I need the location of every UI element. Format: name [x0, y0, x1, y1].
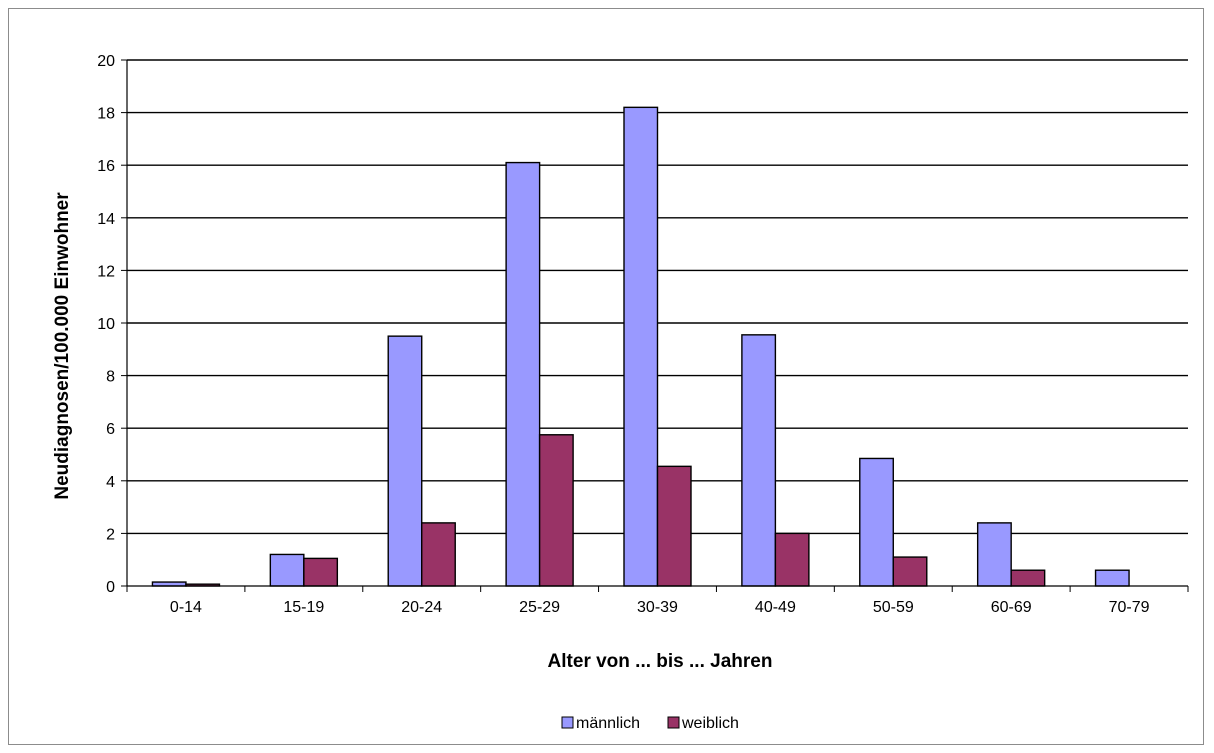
bar-weiblich-25-29 — [538, 434, 574, 587]
x-tick-label: 50-59 — [873, 599, 914, 616]
x-axis-title: Alter von ... bis ... Jahren — [548, 651, 773, 672]
bar-maennlich-70-79 — [1094, 569, 1130, 587]
bar-weiblich-15-19 — [303, 557, 339, 587]
legend-label: männlich — [576, 715, 640, 732]
y-tick-label: 10 — [97, 316, 115, 333]
y-axis-title: Neudiagnosen/100.000 Einwohner — [52, 192, 73, 500]
x-tick-label: 40-49 — [755, 599, 796, 616]
y-tick-label: 16 — [97, 158, 115, 175]
y-tick-label: 2 — [106, 526, 115, 543]
y-tick-label: 12 — [97, 263, 115, 280]
x-tick-label: 70-79 — [1109, 599, 1150, 616]
legend: männlich weiblich — [561, 715, 739, 732]
x-tick-label: 0-14 — [170, 599, 202, 616]
legend-label: weiblich — [681, 715, 739, 732]
bar-weiblich-40-49 — [774, 532, 810, 587]
bar-maennlich-20-24 — [387, 335, 423, 587]
x-tick-label: 60-69 — [991, 599, 1032, 616]
y-tick-label: 18 — [97, 106, 115, 123]
chart-frame — [8, 8, 1204, 745]
x-tick-label: 15-19 — [283, 599, 324, 616]
bar-weiblich-30-39 — [656, 465, 692, 587]
bar-maennlich-50-59 — [859, 457, 894, 587]
x-tick-label: 30-39 — [637, 599, 678, 616]
axes — [121, 59, 1189, 592]
bar-maennlich-30-39 — [623, 106, 659, 587]
y-tick-label: 6 — [106, 421, 115, 438]
y-tick-label: 4 — [106, 474, 115, 491]
bar-weiblich-20-24 — [421, 522, 456, 587]
y-tick-label: 14 — [97, 211, 115, 228]
x-tick-label: 20-24 — [401, 599, 442, 616]
legend-swatch — [667, 716, 680, 729]
bar-maennlich-60-69 — [976, 522, 1012, 587]
x-tick-label: 25-29 — [519, 599, 560, 616]
y-tick-label: 0 — [106, 579, 115, 596]
bars — [151, 106, 1130, 587]
x-tick-labels: 0-14 15-19 20-24 25-29 30-39 40-49 50-59 60-69 7… — [170, 599, 1150, 616]
y-tick-label: 20 — [97, 53, 115, 70]
bar-weiblich-50-59 — [892, 556, 928, 587]
bar-maennlich-25-29 — [505, 161, 541, 587]
bar-weiblich-60-69 — [1010, 569, 1046, 587]
y-tick-labels: 0 2 4 6 8 10 12 14 16 18 20 — [97, 53, 115, 596]
bar-maennlich-15-19 — [269, 553, 305, 587]
y-tick-label: 8 — [106, 369, 115, 386]
legend-swatch — [561, 716, 574, 729]
bar-maennlich-40-49 — [741, 334, 777, 587]
